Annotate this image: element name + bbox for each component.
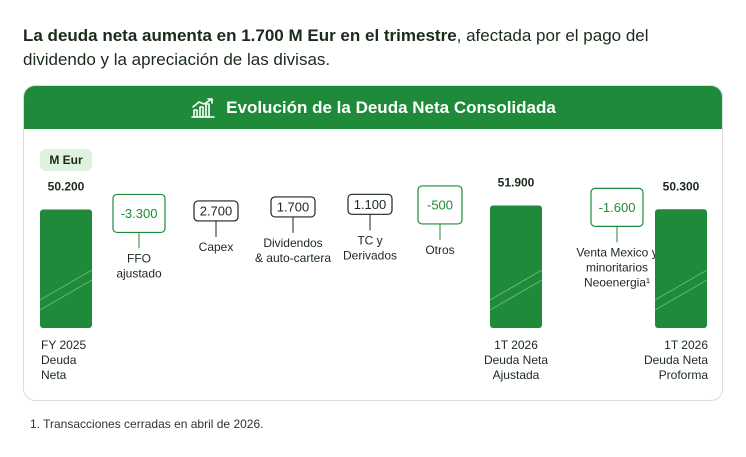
step-value-label: -500 xyxy=(427,197,453,212)
bar-value-label: 50.200 xyxy=(48,180,85,194)
bar-chart-growth-icon xyxy=(191,97,215,118)
bar-value-label: 50.300 xyxy=(663,179,700,193)
chart-card: Evolución de la Deuda Neta Consolidada M… xyxy=(23,85,723,401)
category-label: Deuda Neta xyxy=(644,353,708,367)
category-label: TC y xyxy=(357,233,382,247)
category-label: Derivados xyxy=(343,248,397,262)
unit-badge: M Eur xyxy=(40,149,92,171)
step-value-label: -1.600 xyxy=(599,200,636,215)
bar-total xyxy=(40,209,92,328)
category-label: ajustado xyxy=(116,266,162,280)
category-label: minoritarios xyxy=(586,260,648,274)
category-label: Venta Mexico y xyxy=(576,245,657,259)
bar-stripe xyxy=(39,269,93,301)
category-label: FFO xyxy=(127,251,151,265)
category-label: Otros xyxy=(425,243,454,257)
headline: La deuda neta aumenta en 1.700 M Eur en … xyxy=(23,24,723,72)
category-label: Capex xyxy=(199,240,234,254)
bar-stripe xyxy=(654,269,708,301)
bar-stripe xyxy=(489,269,543,301)
step-value-label: 1.100 xyxy=(354,197,387,212)
category-label: Deuda Neta xyxy=(484,353,548,367)
category-label: Neta xyxy=(41,368,67,382)
step-value-label: 1.700 xyxy=(277,199,310,214)
bar-total xyxy=(490,205,542,328)
bar-total xyxy=(655,209,707,328)
card-header: Evolución de la Deuda Neta Consolidada xyxy=(24,86,722,129)
category-label: 1T 2026 xyxy=(664,338,708,352)
bar-stripe xyxy=(39,279,93,311)
step-value-label: -3.300 xyxy=(121,206,158,221)
headline-rest: , afectada por el pago del dividendo y l… xyxy=(23,26,649,69)
bar-value-label: 51.900 xyxy=(498,176,535,190)
category-label: & auto-cartera xyxy=(255,251,331,265)
bar-stripe xyxy=(489,279,543,311)
decrease-box xyxy=(590,187,644,228)
footnote: 1. Transacciones cerradas en abril de 20… xyxy=(30,417,264,431)
category-label: 1T 2026 xyxy=(494,338,538,352)
category-label: Ajustada xyxy=(493,368,540,382)
category-label: Proforma xyxy=(659,368,709,382)
category-label: Deuda xyxy=(41,353,77,367)
headline-bold: La deuda neta aumenta en 1.700 M Eur en … xyxy=(23,26,457,45)
category-label: Neoenergia¹ xyxy=(584,275,650,289)
bar-stripe xyxy=(654,279,708,311)
category-label: Dividendos xyxy=(263,236,322,250)
category-label: FY 2025 xyxy=(41,338,86,352)
card-title: Evolución de la Deuda Neta Consolidada xyxy=(226,97,556,117)
step-value-label: 2.700 xyxy=(200,203,233,218)
